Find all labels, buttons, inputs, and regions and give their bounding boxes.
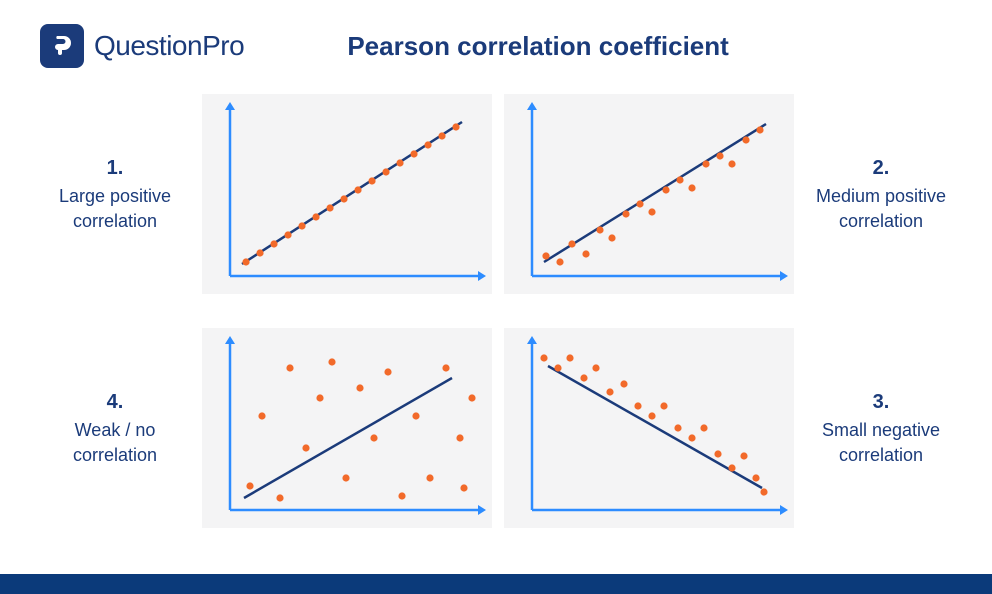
data-point [620, 380, 627, 387]
data-point [582, 250, 589, 257]
data-point [648, 412, 655, 419]
chart-panel [504, 94, 794, 294]
data-point [742, 136, 749, 143]
panel-label: 3. Small negative correlation [806, 389, 956, 467]
chart-panel [504, 328, 794, 528]
panel-label: 1. Large positive correlation [40, 155, 190, 233]
data-point [356, 384, 363, 391]
data-point [714, 450, 721, 457]
panel-caption: Large positive correlation [59, 186, 171, 230]
chart-panel [202, 94, 492, 294]
data-point [426, 474, 433, 481]
data-point [256, 249, 263, 256]
data-point [424, 141, 431, 148]
panel-caption: Small negative correlation [822, 420, 940, 464]
data-point [452, 123, 459, 130]
data-point [716, 152, 723, 159]
data-point [354, 186, 361, 193]
data-point [286, 364, 293, 371]
data-point [702, 160, 709, 167]
data-point [662, 186, 669, 193]
data-point [468, 394, 475, 401]
data-point [442, 364, 449, 371]
data-point [328, 358, 335, 365]
data-point [342, 474, 349, 481]
scatter-chart [202, 94, 492, 294]
data-point [284, 231, 291, 238]
data-point [326, 204, 333, 211]
data-point [596, 226, 603, 233]
data-point [382, 168, 389, 175]
data-point [542, 252, 549, 259]
data-point [674, 424, 681, 431]
panel-1: 1. Large positive correlation [40, 86, 492, 302]
scatter-chart [202, 328, 492, 528]
panel-label: 4. Weak / no correlation [40, 389, 190, 467]
panel-4: 4. Weak / no correlation [40, 320, 492, 536]
panel-number: 2. [806, 155, 956, 182]
data-point [568, 240, 575, 247]
panel-caption: Weak / no correlation [73, 420, 157, 464]
data-point [340, 195, 347, 202]
data-point [302, 444, 309, 451]
data-point [740, 452, 747, 459]
data-point [438, 132, 445, 139]
data-point [554, 364, 561, 371]
data-point [756, 126, 763, 133]
chart-panel [202, 328, 492, 528]
data-point [676, 176, 683, 183]
data-point [634, 402, 641, 409]
panel-number: 1. [40, 155, 190, 182]
data-point [752, 474, 759, 481]
panel-3: 3. Small negative correlation [504, 320, 956, 536]
data-point [540, 354, 547, 361]
data-point [370, 434, 377, 441]
data-point [566, 354, 573, 361]
data-point [412, 412, 419, 419]
data-point [276, 494, 283, 501]
bottom-bar [0, 574, 992, 594]
data-point [258, 412, 265, 419]
panel-label: 2. Medium positive correlation [806, 155, 956, 233]
data-point [242, 258, 249, 265]
data-point [700, 424, 707, 431]
data-point [606, 388, 613, 395]
panel-number: 4. [40, 389, 190, 416]
panel-caption: Medium positive correlation [816, 186, 946, 230]
scatter-chart [504, 328, 794, 528]
logo-icon [40, 24, 84, 68]
data-point [728, 160, 735, 167]
chart-grid: 1. Large positive correlation 2. Medium … [0, 76, 992, 556]
header: QuestionPro Pearson correlation coeffici… [0, 0, 992, 76]
data-point [608, 234, 615, 241]
data-point [556, 258, 563, 265]
data-point [368, 177, 375, 184]
data-point [312, 213, 319, 220]
data-point [636, 200, 643, 207]
data-point [688, 434, 695, 441]
data-point [622, 210, 629, 217]
data-point [410, 150, 417, 157]
data-point [398, 492, 405, 499]
panel-number: 3. [806, 389, 956, 416]
data-point [580, 374, 587, 381]
data-point [246, 482, 253, 489]
scatter-chart [504, 94, 794, 294]
data-point [648, 208, 655, 215]
data-point [660, 402, 667, 409]
data-point [270, 240, 277, 247]
data-point [396, 159, 403, 166]
panel-2: 2. Medium positive correlation [504, 86, 956, 302]
data-point [460, 484, 467, 491]
data-point [592, 364, 599, 371]
data-point [688, 184, 695, 191]
data-point [760, 488, 767, 495]
data-point [316, 394, 323, 401]
data-point [384, 368, 391, 375]
trend-line [544, 124, 766, 262]
data-point [728, 464, 735, 471]
data-point [456, 434, 463, 441]
page-title: Pearson correlation coefficient [124, 31, 952, 62]
data-point [298, 222, 305, 229]
